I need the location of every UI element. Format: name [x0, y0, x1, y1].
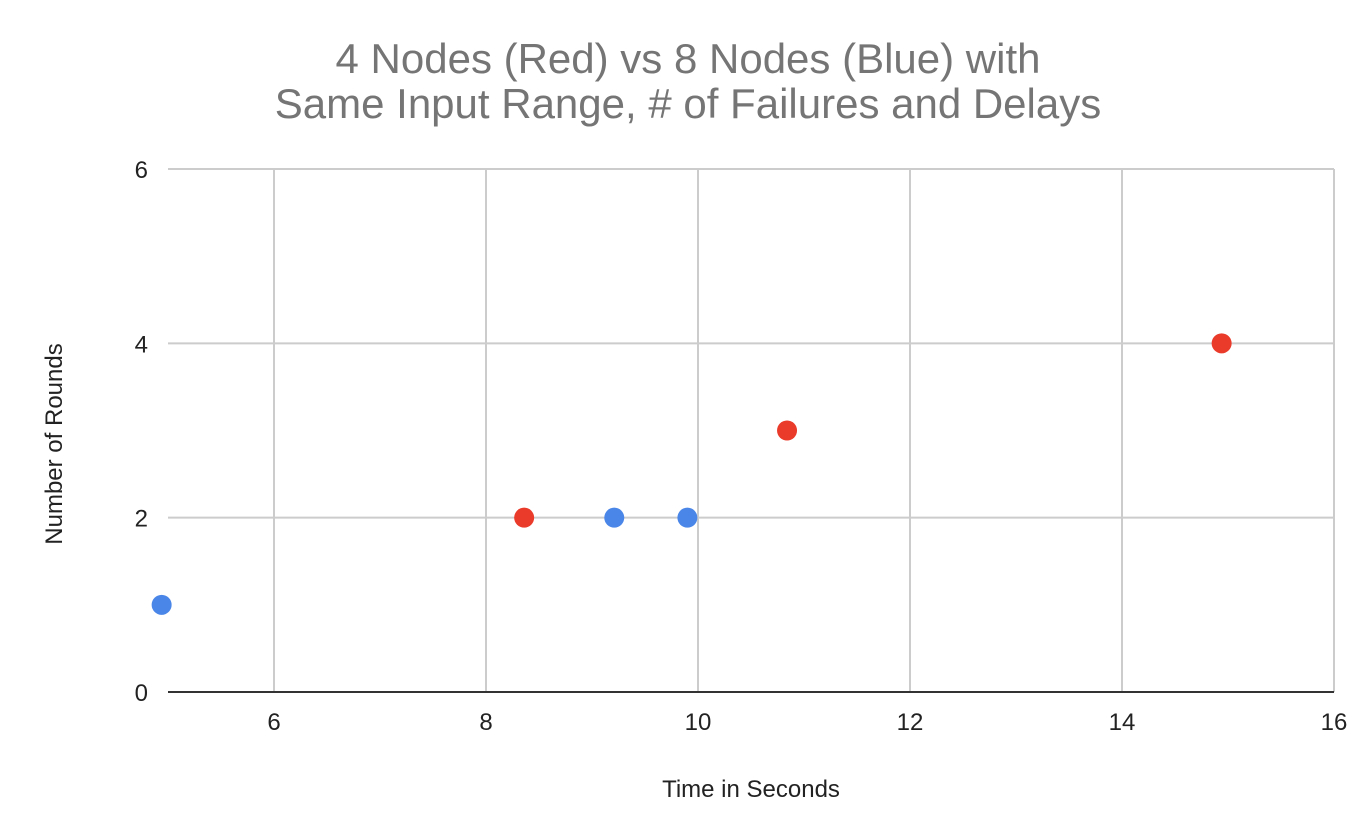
x-tick-label: 12: [897, 709, 924, 736]
x-tick-label: 16: [1321, 709, 1348, 736]
y-axis-label: Number of Rounds: [41, 343, 68, 544]
y-tick-label: 4: [135, 331, 148, 358]
red-series-point: [777, 420, 798, 441]
y-tick-label: 2: [135, 506, 148, 533]
chart-title: 4 Nodes (Red) vs 8 Nodes (Blue) with: [336, 35, 1041, 82]
x-tick-label: 14: [1109, 709, 1136, 736]
data-points: [151, 333, 1232, 615]
blue-series-point: [677, 507, 698, 528]
blue-series-point: [151, 594, 172, 615]
tick-labels: 0 2 4 6 6 8 10 12 14 16: [135, 157, 1348, 736]
x-tick-label: 10: [685, 709, 712, 736]
grid-lines: [168, 168, 1335, 693]
x-tick-label: 8: [479, 709, 492, 736]
x-axis-label: Time in Seconds: [662, 776, 840, 803]
blue-series-point: [604, 507, 625, 528]
red-series-point: [514, 507, 535, 528]
x-tick-label: 6: [267, 709, 280, 736]
y-tick-label: 0: [135, 680, 148, 707]
chart-subtitle: Same Input Range, # of Failures and Dela…: [275, 80, 1101, 127]
red-series-point: [1211, 333, 1232, 354]
y-tick-label: 6: [135, 157, 148, 184]
